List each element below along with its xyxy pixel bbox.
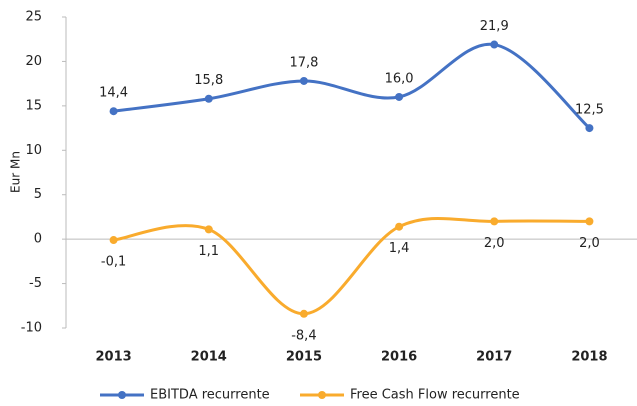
x-tick-label: 2017 — [476, 350, 512, 365]
data-label: -0,1 — [101, 255, 126, 270]
data-label: 1,4 — [389, 241, 410, 256]
data-label: 17,8 — [289, 55, 318, 70]
x-tick-label: 2018 — [571, 350, 607, 365]
legend-label: EBITDA recurrente — [150, 388, 270, 403]
data-point — [585, 217, 594, 226]
x-tick-label: 2016 — [381, 350, 417, 365]
data-label: 15,8 — [194, 73, 223, 88]
data-point — [204, 94, 213, 103]
data-point — [109, 236, 118, 245]
data-label: -8,4 — [291, 328, 316, 343]
data-point — [395, 222, 404, 231]
data-label: 2,0 — [484, 236, 505, 251]
y-axis-label: Eur Mn — [9, 151, 23, 193]
y-tick-label: 15 — [25, 98, 42, 113]
x-tick-label: 2014 — [191, 350, 227, 365]
y-tick-label: 5 — [34, 187, 42, 202]
x-tick-label: 2015 — [286, 350, 322, 365]
x-tick-label: 2013 — [95, 350, 131, 365]
data-label: 12,5 — [575, 103, 604, 118]
data-point — [395, 92, 404, 101]
y-tick-label: 25 — [25, 10, 42, 25]
data-point — [490, 40, 499, 49]
y-tick-label: -5 — [29, 276, 42, 291]
legend-label: Free Cash Flow recurrente — [350, 388, 520, 403]
data-label: 1,1 — [198, 244, 219, 259]
data-label: 21,9 — [480, 19, 509, 34]
y-tick-label: 10 — [25, 143, 42, 158]
data-point — [299, 309, 308, 318]
data-point — [585, 124, 594, 133]
legend-marker — [318, 391, 326, 399]
data-point — [109, 107, 118, 116]
data-label: 2,0 — [579, 236, 600, 251]
data-point — [204, 225, 213, 234]
y-tick-label: -10 — [21, 321, 42, 336]
data-label: 16,0 — [385, 71, 414, 86]
y-tick-label: 0 — [34, 232, 42, 247]
series-line — [113, 42, 591, 130]
data-label: 14,4 — [99, 86, 128, 101]
series-line — [113, 216, 590, 316]
y-tick-label: 20 — [25, 54, 42, 69]
data-point — [490, 217, 499, 226]
data-point — [299, 76, 308, 85]
legend-marker — [118, 391, 126, 399]
